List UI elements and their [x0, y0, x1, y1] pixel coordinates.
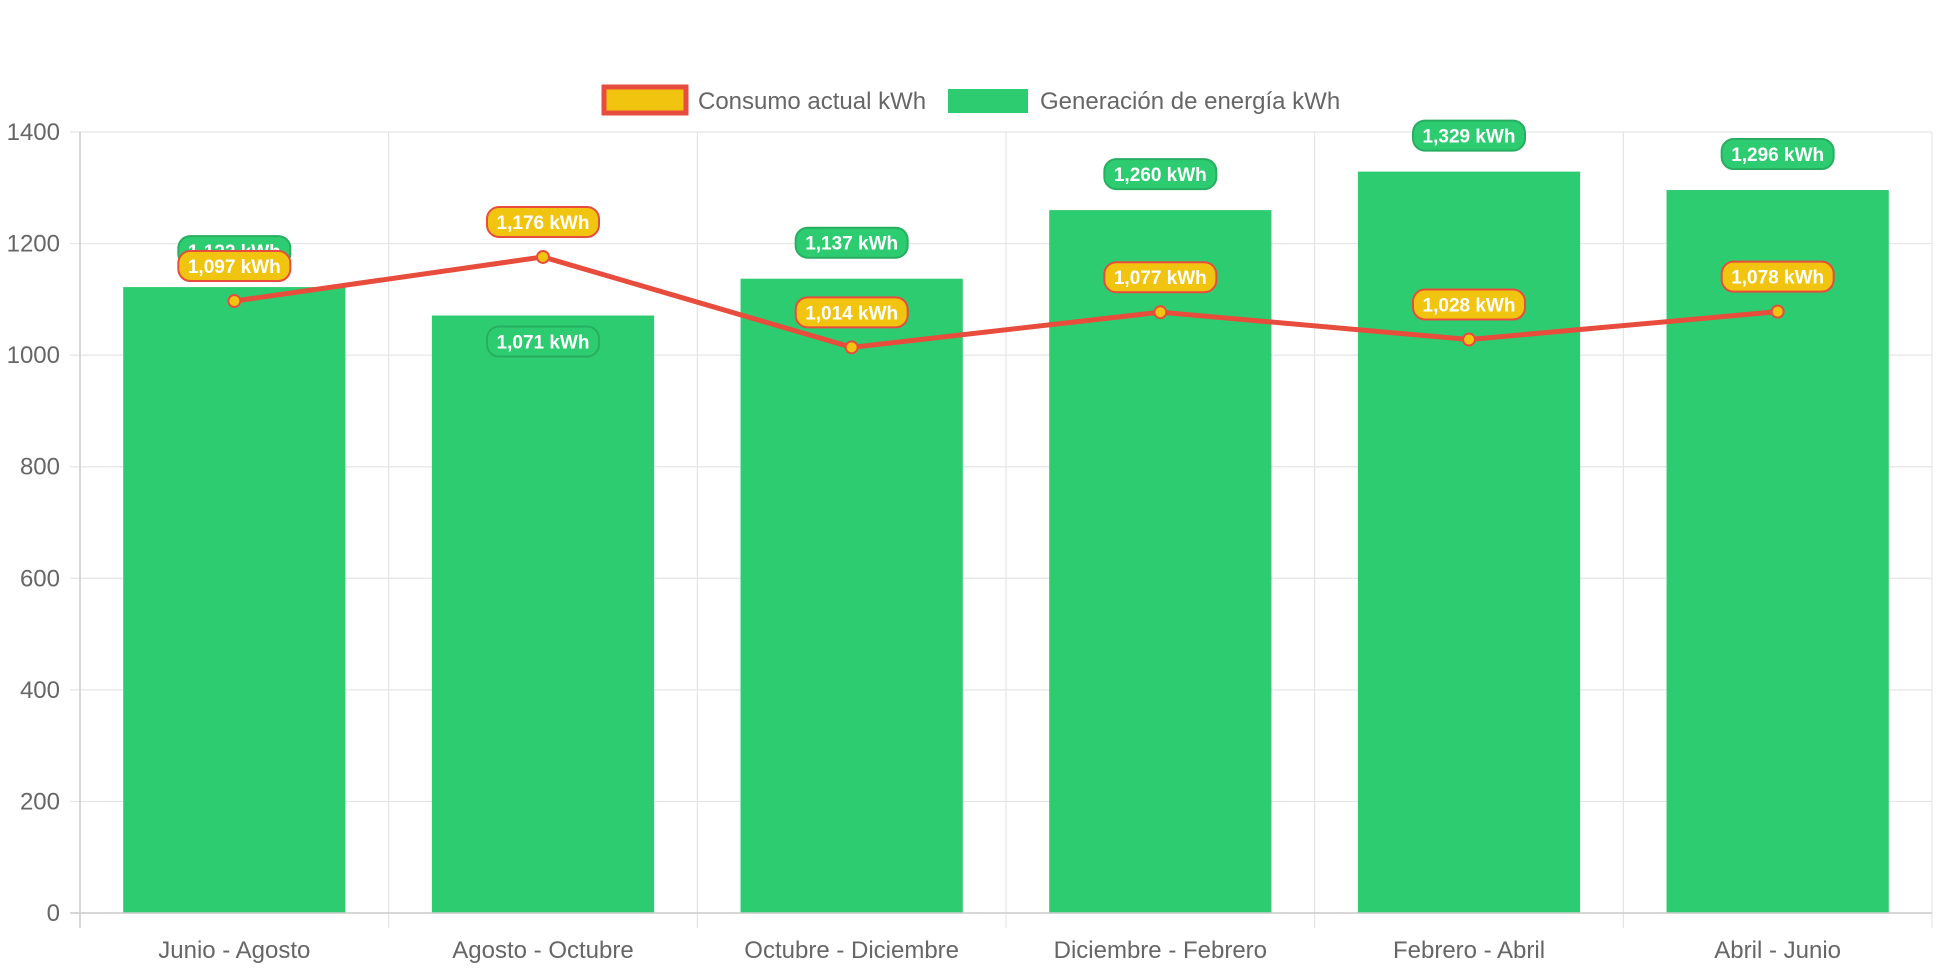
legend: Consumo actual kWh Generación de energía… [601, 84, 1340, 116]
y-tick-label: 600 [20, 565, 60, 592]
bar-data-label-bg [794, 226, 909, 259]
line-data-label-bg [486, 205, 600, 238]
bar [740, 278, 963, 913]
y-tick-label: 400 [20, 677, 60, 704]
bar-data-label: 1,296 kWh [1731, 145, 1824, 166]
y-tick-label: 0 [47, 900, 60, 927]
grid [70, 131, 1933, 928]
axes: 0 200 400 600 800 1000 1200 1400 Junio - Agosto A… [7, 119, 1932, 964]
y-tick-label: 800 [20, 454, 60, 481]
line-data-label: 1,077 kWh [1114, 268, 1207, 289]
x-tick-label: Junio - Agosto [158, 937, 310, 964]
bar [431, 315, 655, 913]
line-data-label-bg [794, 296, 909, 329]
bar-data-label: 1,071 kWh [497, 333, 590, 354]
line-data-label-bg [1412, 288, 1526, 321]
line-data-label-bg [1720, 260, 1835, 293]
bar [1666, 190, 1889, 913]
legend-swatch-consumo [601, 84, 689, 116]
line-point [227, 294, 242, 309]
line-data-label: 1,176 kWh [497, 213, 590, 234]
y-tick-label: 1000 [7, 342, 60, 369]
y-tick-label: 1400 [7, 119, 60, 146]
bar-data-label: 1,260 kWh [1114, 165, 1207, 186]
line-point [536, 249, 550, 264]
line-series-consumo [227, 249, 1785, 355]
bar [123, 287, 346, 913]
legend-label-generacion: Generación de energía kWh [1040, 88, 1340, 115]
y-tick-label: 1200 [7, 231, 60, 258]
legend-item-generacion[interactable]: Generación de energía kWh [948, 88, 1340, 115]
bar-data-label-bg [1103, 158, 1218, 191]
line-path [233, 254, 1778, 350]
line-point [844, 340, 859, 355]
line-data-label: 1,078 kWh [1731, 268, 1824, 289]
bar-data-label: 1,329 kWh [1423, 127, 1516, 148]
line-data-label: 1,014 kWh [805, 303, 898, 324]
legend-label-consumo: Consumo actual kWh [698, 88, 926, 115]
y-tick-label: 200 [20, 788, 60, 815]
line-data-label-bg [1103, 261, 1218, 294]
x-tick-label: Febrero - Abril [1393, 937, 1545, 964]
line-data-label: 1,028 kWh [1423, 296, 1516, 317]
x-tick-label: Agosto - Octubre [452, 937, 633, 964]
line-data-label: 1,097 kWh [188, 257, 281, 278]
legend-swatch-generacion [948, 89, 1028, 113]
x-tick-label: Octubre - Diciembre [744, 937, 959, 964]
legend-item-consumo[interactable]: Consumo actual kWh [601, 84, 926, 116]
bar-data-label-bg [1412, 119, 1526, 152]
line-point [1462, 332, 1476, 347]
bar-data-label: 1,137 kWh [805, 234, 898, 255]
bar-data-label-bg [1720, 138, 1835, 171]
x-tick-label: Diciembre - Febrero [1054, 937, 1267, 964]
bar [1049, 210, 1272, 914]
bar [1357, 171, 1581, 914]
line-data-label-bg [177, 250, 292, 283]
bar-data-label-bg [486, 325, 600, 358]
x-tick-label: Abril - Junio [1714, 937, 1841, 964]
line-point [1153, 305, 1168, 320]
bar-series-generacion [123, 171, 1889, 914]
line-point [1770, 304, 1785, 319]
